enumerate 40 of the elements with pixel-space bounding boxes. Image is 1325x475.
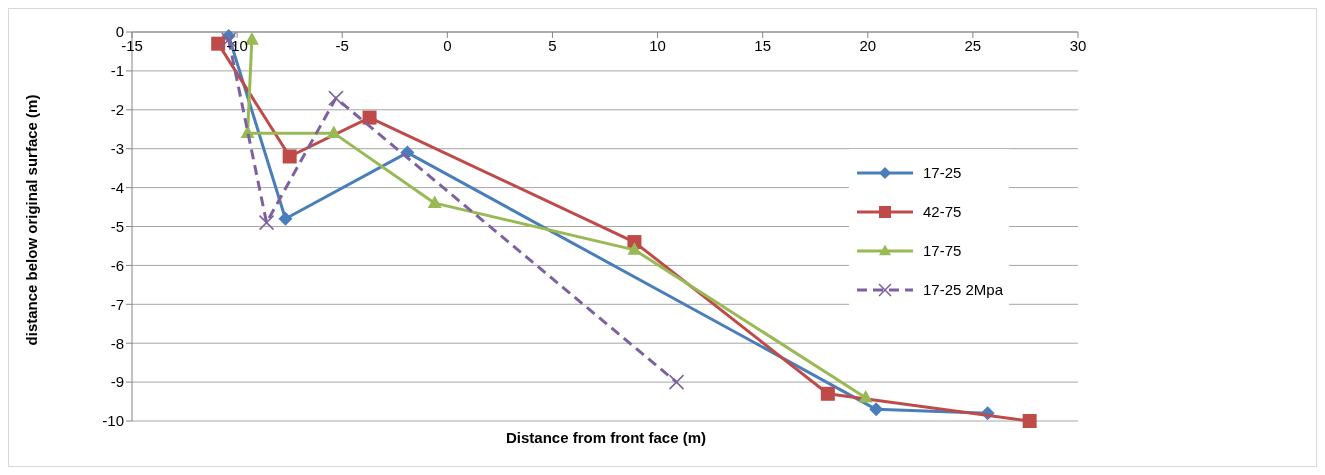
legend-label: 42-75 (923, 203, 962, 220)
x-axis-title: Distance from front face (m) (505, 429, 707, 446)
point (820, 386, 835, 401)
x-tick-label: 30 (1069, 36, 1087, 54)
legend-label: 17-25 2Mpa (923, 281, 1004, 298)
point (362, 110, 377, 125)
x-tick-label: 0 (443, 36, 452, 54)
x-tick-label: 25 (964, 36, 982, 54)
y-tick-label: -10 (102, 412, 124, 430)
y-tick-label: 0 (115, 23, 124, 41)
x-tick-label: -15 (121, 36, 143, 54)
point (869, 402, 884, 417)
x-tick-label: 20 (859, 36, 877, 54)
x-tick-label: 10 (649, 36, 666, 54)
y-tick-label: -7 (110, 295, 124, 313)
legend-label: 17-25 (923, 164, 962, 181)
y-tick-label: -8 (110, 334, 124, 352)
point (278, 211, 293, 226)
point (1022, 414, 1037, 428)
legend-label: 17-75 (923, 242, 962, 259)
point (326, 125, 341, 139)
y-axis-title: distance below original surface (m) (22, 94, 40, 346)
point (328, 90, 344, 106)
point (211, 36, 226, 51)
point (668, 374, 685, 390)
y-tick-label: -2 (110, 101, 124, 119)
y-tick-label: -4 (110, 178, 124, 196)
point (858, 389, 873, 403)
y-tick-label: -5 (110, 217, 124, 235)
x-tick-label: 15 (754, 36, 772, 54)
y-tick-label: -3 (110, 140, 124, 158)
y-tick-label: -9 (110, 373, 124, 391)
point (258, 214, 275, 231)
y-tick-label: -1 (110, 62, 124, 80)
x-tick-label: -5 (335, 36, 349, 54)
point (282, 149, 297, 164)
point (427, 195, 442, 209)
y-tick-label: -6 (110, 256, 124, 274)
x-tick-label: 5 (548, 36, 557, 54)
point (627, 242, 642, 255)
